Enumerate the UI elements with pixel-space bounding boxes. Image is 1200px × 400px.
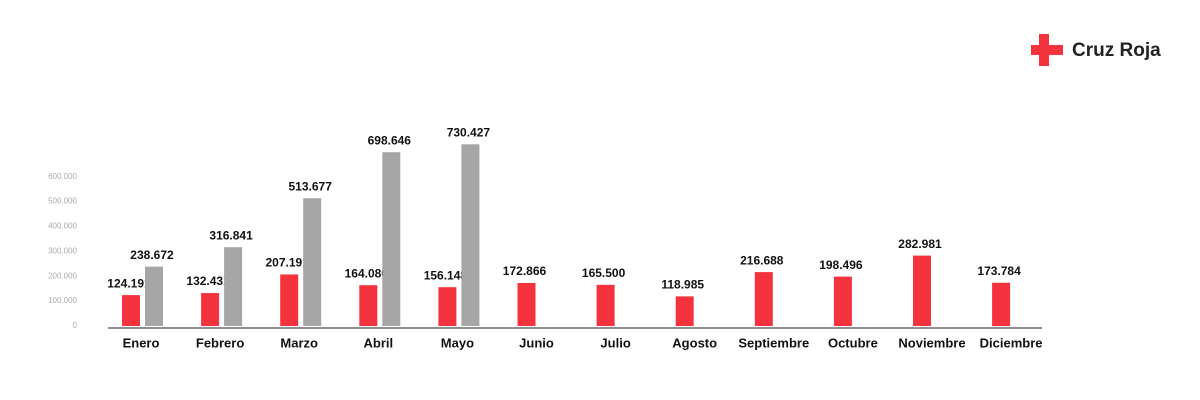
x-tick-label: Marzo bbox=[280, 335, 318, 350]
bar bbox=[145, 266, 163, 326]
y-tick-label: 600.000 bbox=[48, 172, 77, 181]
x-tick-label: Noviembre bbox=[898, 335, 965, 350]
value-label: 513.677 bbox=[289, 179, 333, 193]
y-tick-label: 0 bbox=[73, 321, 78, 330]
logo-cross bbox=[1031, 45, 1063, 55]
bar bbox=[224, 247, 243, 326]
bar bbox=[303, 198, 322, 326]
x-tick-label: Julio bbox=[600, 335, 630, 350]
value-label: 118.985 bbox=[661, 278, 704, 292]
value-label: 238.672 bbox=[130, 248, 174, 262]
y-tick-label: 400.000 bbox=[48, 222, 77, 231]
value-label: 282.981 bbox=[898, 237, 942, 251]
value-label: 698.646 bbox=[368, 133, 412, 147]
y-tick-label: 200.000 bbox=[48, 271, 77, 280]
bar bbox=[596, 284, 615, 326]
y-tick-label: 500.000 bbox=[48, 197, 77, 206]
x-tick-label: Junio bbox=[519, 335, 554, 350]
value-label: 132.431 bbox=[186, 274, 230, 288]
bar bbox=[913, 255, 931, 326]
value-label: 316.841 bbox=[209, 228, 253, 242]
x-tick-label: Septiembre bbox=[738, 335, 809, 350]
bar bbox=[675, 296, 694, 326]
bar bbox=[754, 272, 773, 326]
x-tick-label: Enero bbox=[123, 335, 160, 350]
bar bbox=[992, 282, 1011, 326]
x-tick-label: Diciembre bbox=[980, 335, 1043, 350]
bar bbox=[201, 293, 220, 326]
bar bbox=[517, 282, 536, 326]
x-tick-label: Mayo bbox=[441, 335, 474, 350]
y-tick-label: 300.000 bbox=[48, 246, 77, 255]
value-label: 173.784 bbox=[977, 264, 1021, 278]
value-label: 172.866 bbox=[503, 264, 547, 278]
value-label: 164.080 bbox=[345, 266, 389, 280]
x-tick-label: Abril bbox=[363, 335, 393, 350]
brand: Cruz Roja bbox=[1072, 40, 1161, 61]
value-label: 165.500 bbox=[582, 266, 626, 280]
bar bbox=[438, 287, 457, 326]
value-label: 207.191 bbox=[266, 256, 310, 270]
value-label: 156.148 bbox=[424, 268, 468, 282]
bar bbox=[833, 276, 852, 326]
y-tick-label: 100.000 bbox=[48, 296, 77, 305]
bar bbox=[122, 295, 140, 326]
logo: Cruz Roja bbox=[1031, 34, 1161, 66]
x-tick-label: Febrero bbox=[196, 335, 244, 350]
value-label: 124.191 bbox=[107, 276, 151, 290]
bar bbox=[280, 274, 299, 326]
bar bbox=[359, 285, 378, 326]
x-tick-label: Octubre bbox=[828, 335, 878, 350]
bar bbox=[461, 144, 480, 326]
value-label: 216.688 bbox=[740, 253, 784, 267]
value-label: 198.496 bbox=[819, 258, 863, 272]
x-tick-label: Agosto bbox=[672, 335, 717, 350]
bar bbox=[382, 152, 401, 326]
value-label: 730.427 bbox=[447, 125, 491, 139]
